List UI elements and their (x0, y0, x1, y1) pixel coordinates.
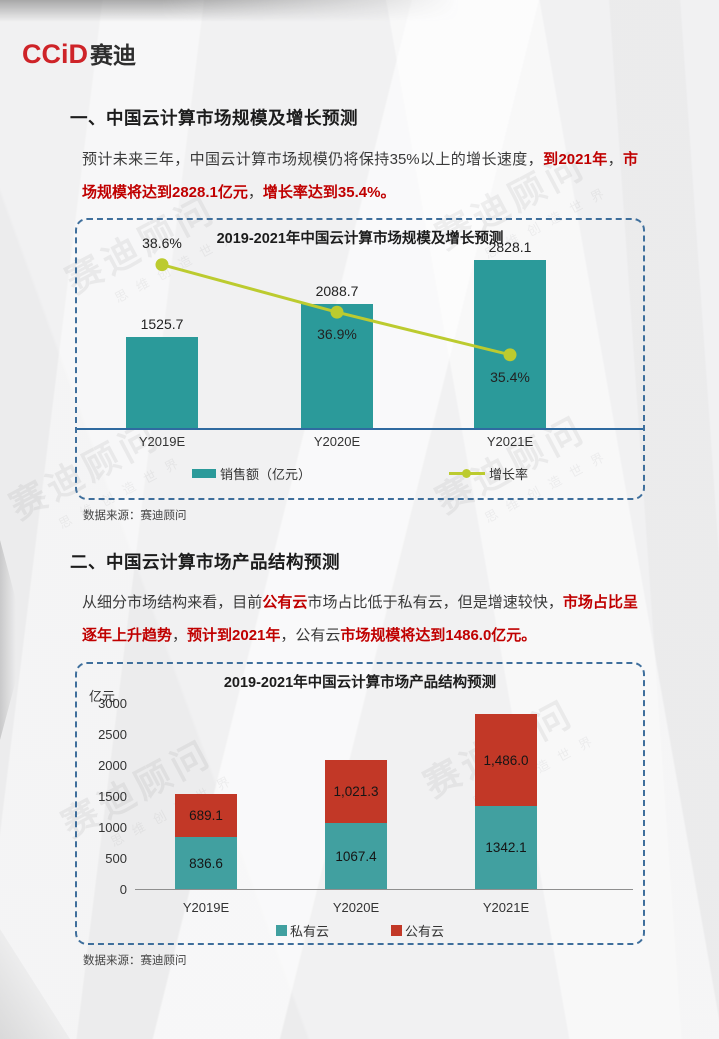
body-text: 市场占比低于私有云，但是增速较快， (307, 594, 563, 611)
left-edge-shadow (0, 540, 16, 740)
y-axis-tick: 2500 (98, 727, 127, 742)
x-tick-y2020e: Y2020E (332, 900, 380, 915)
emphasis-text: 市场规模将达到1486.0亿元。 (340, 627, 537, 644)
emphasis-text: 到2021年 (543, 151, 608, 168)
legend-item-public-cloud: 公有云 (391, 921, 444, 940)
body-text: ，公有云 (280, 627, 341, 644)
emphasis-text: 预计到2021年 (187, 627, 281, 644)
body-text: ， (172, 627, 188, 644)
legend-label: 私有云 (289, 924, 329, 939)
bar-value-label: 1525.7 (140, 316, 184, 332)
emphasis-text: 市场规模将达到2828.1亿元 (82, 151, 638, 201)
bar-sales-y2020e: 2088.7 (301, 283, 373, 428)
chart2-y-axis: 3000 2500 2000 1500 1000 500 0 (83, 696, 127, 897)
legend-item-sales: 销售额（亿元） (191, 464, 311, 483)
legend-label: 销售额（亿元） (219, 467, 311, 482)
chart1-legend: 销售额（亿元） 增长率 (77, 464, 643, 483)
chart2-title: 2019-2021年中国云计算市场产品结构预测 (223, 675, 497, 691)
y-axis-tick: 1000 (98, 820, 127, 835)
chart1-x-axis: Y2019E Y2020E Y2021E (77, 434, 643, 454)
emphasis-text: 市场占比呈逐年上升趋势 (82, 594, 638, 644)
y-axis-tick: 0 (119, 882, 127, 897)
emphasis-text: 公有云 (262, 594, 308, 611)
chart1-title: 2019-2021年中国云计算市场规模及增长预测 (216, 231, 504, 247)
segment-public-y2021e: 1,486.0 (475, 714, 537, 806)
x-tick-y2021e: Y2021E (486, 434, 534, 449)
top-shadow (0, 0, 461, 22)
growth-point-label: 36.9% (317, 326, 357, 342)
segment-private-y2019e: 836.6 (175, 837, 237, 889)
body-text: 从细分市场结构来看，目前 (82, 594, 263, 611)
chart2-legend: 私有云 公有云 (77, 921, 643, 940)
emphasis-text: 增长率达到35.4%。 (262, 184, 396, 201)
growth-point-label: 38.6% (142, 235, 182, 251)
growth-point-label: 35.4% (490, 369, 530, 385)
y-axis-unit-label: 亿元 (89, 689, 116, 704)
chart2-panel: 2019-2021年中国云计算市场产品结构预测 亿元 3000 2500 2000 1… (75, 662, 645, 945)
legend-item-growth: 增长率 (449, 464, 528, 483)
y-axis-tick: 500 (105, 851, 127, 866)
legend-label: 增长率 (489, 467, 529, 482)
ccid-logo-latin: CCiD (22, 39, 88, 69)
sales-swatch-icon (191, 469, 216, 478)
chart1-panel: 2019-2021年中国云计算市场规模及增长预测 1525.7 2088.7 2… (75, 218, 645, 500)
segment-private-y2020e: 1067.4 (325, 823, 387, 889)
growth-line-swatch-icon (449, 469, 485, 478)
ccid-logo-chinese: 赛迪 (90, 42, 136, 68)
body-text: ， (607, 151, 623, 168)
segment-public-y2020e: 1,021.3 (325, 760, 387, 823)
segment-private-y2021e: 1342.1 (475, 806, 537, 889)
bottom-left-triangle (0, 929, 70, 1039)
x-tick-y2019e: Y2019E (138, 434, 186, 449)
body-text: ， (247, 184, 263, 201)
chart2-source: 数据来源：赛迪顾问 (83, 955, 187, 967)
section1-heading: 一、中国云计算市场规模及增长预测 (70, 108, 358, 128)
section2-heading: 二、中国云计算市场产品结构预测 (70, 552, 340, 572)
segment-public-y2019e: 689.1 (175, 794, 237, 837)
chart2-plot-area: 836.6 689.1 1067.4 1,021.3 1342.1 1,486.… (135, 704, 633, 890)
chart1-plot-area: 1525.7 2088.7 2828.1 38.6% 36.9% 35.4% (77, 235, 643, 430)
y-axis-tick: 3000 (98, 696, 127, 711)
bar-sales-y2021e: 2828.1 (474, 239, 546, 428)
bar-sales-y2019e: 1525.7 (126, 316, 198, 428)
body-text: 预计未来三年，中国云计算市场规模仍将保持35%以上的增长速度， (82, 151, 544, 168)
growth-rate-line (155, 258, 517, 362)
x-tick-y2020e: Y2020E (313, 434, 361, 449)
bar-value-label: 2088.7 (315, 283, 359, 299)
section2-paragraph: 从细分市场结构来看，目前公有云市场占比低于私有云，但是增速较快，市场占比呈逐年上… (82, 586, 638, 652)
y-axis-tick: 1500 (98, 789, 127, 804)
y-axis-tick: 2000 (98, 758, 127, 773)
x-tick-y2019e: Y2019E (182, 900, 230, 915)
private-cloud-swatch-icon (275, 925, 287, 936)
bar-value-label: 2828.1 (488, 239, 532, 255)
chart1-source: 数据来源：赛迪顾问 (83, 510, 187, 522)
section1-paragraph: 预计未来三年，中国云计算市场规模仍将保持35%以上的增长速度，到2021年，市场… (82, 143, 638, 209)
public-cloud-swatch-icon (391, 925, 402, 936)
legend-label: 公有云 (405, 924, 445, 939)
chart2-x-axis: Y2019E Y2020E Y2021E (135, 900, 633, 918)
x-tick-y2021e: Y2021E (482, 900, 530, 915)
legend-item-private-cloud: 私有云 (275, 921, 329, 940)
ccid-logo: CCiD 赛迪 (22, 36, 136, 70)
